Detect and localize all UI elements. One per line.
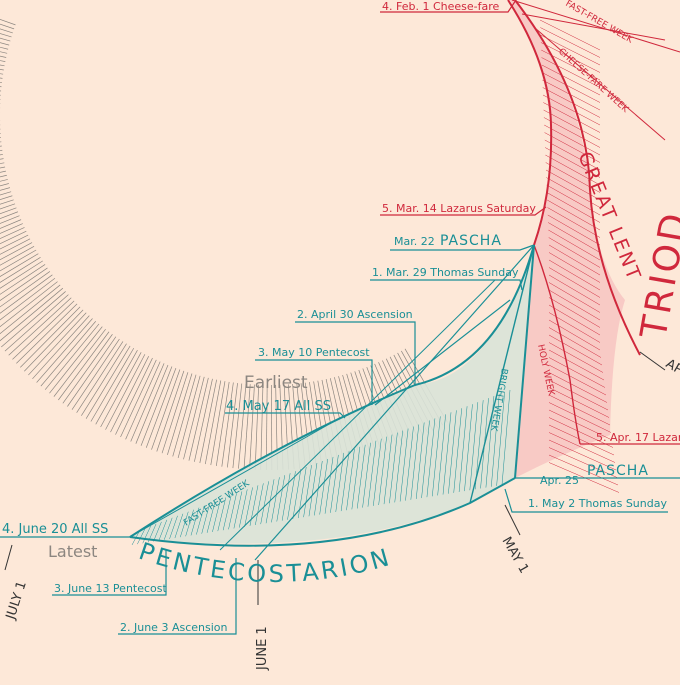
year-wheel-tick (0, 246, 34, 287)
label-april-partial: AP (663, 356, 680, 377)
year-wheel-tick (0, 154, 3, 166)
year-wheel-tick (121, 360, 157, 437)
label-all-saints-early: 4. May 17 All SS (226, 399, 331, 414)
year-wheel-tick (0, 0, 15, 25)
label-pentecost-late: 3. June 13 Pentecost (54, 582, 168, 595)
year-wheel-tick (0, 278, 55, 329)
year-wheel-tick (0, 268, 47, 316)
year-wheel-tick (0, 285, 60, 338)
label-lazarus-late: 5. Apr. 17 Lazarus (596, 431, 680, 444)
label-ascension-late: 2. June 3 Ascension (120, 621, 227, 634)
label-pascha-late-date: Apr. 25 (540, 474, 579, 487)
label-all-saints-late: 4. June 20 All SS (2, 522, 108, 537)
year-wheel-tick (101, 352, 142, 427)
label-pascha-early: PASCHA (440, 233, 502, 249)
year-wheel-tick (86, 346, 130, 419)
year-wheel-tick (151, 370, 179, 450)
label-pascha-early-date: Mar. 22 (394, 235, 435, 248)
label-earliest: Earliest (244, 373, 308, 393)
label-latest: Latest (48, 542, 97, 561)
year-wheel-tick (0, 159, 4, 173)
year-wheel-tick (0, 261, 43, 307)
label-lazarus-early: 5. Mar. 14 Lazarus Saturday (382, 202, 536, 215)
may-tick (505, 505, 520, 535)
year-wheel-tick (162, 372, 188, 453)
year-wheel-tick (0, 29, 8, 50)
year-wheel-tick (0, 133, 1, 139)
year-wheel-tick (126, 362, 161, 440)
year-wheel-tick (178, 376, 200, 458)
year-wheel-tick (255, 385, 259, 470)
label-july-1: JULY 1 (3, 579, 30, 622)
year-wheel-tick (0, 89, 1, 95)
label-cheese-fare: 4. Feb. 1 Cheese-fare (382, 0, 500, 13)
label-ascension-early: 2. April 30 Ascension (297, 308, 413, 321)
year-wheel-tick (0, 264, 45, 311)
label-thomas-late: 1. May 2 Thomas Sunday (528, 497, 667, 510)
year-wheel-tick (0, 61, 3, 74)
year-wheel-tick (184, 377, 205, 459)
april-tick (640, 352, 665, 370)
year-wheel-tick (222, 383, 234, 467)
year-wheel-tick (106, 354, 145, 429)
year-wheel-tick (0, 56, 4, 70)
july-tick (5, 545, 12, 570)
year-wheel-tick (0, 150, 2, 161)
year-wheel-tick (194, 379, 212, 462)
year-wheel-tick (250, 385, 255, 470)
year-wheel-tick (233, 384, 242, 469)
year-wheel-tick (0, 282, 58, 334)
label-may-1: MAY 1 (499, 535, 532, 577)
label-thomas-early: 1. Mar. 29 Thomas Sunday (372, 266, 519, 279)
label-june-1: JUNE 1 (255, 626, 270, 671)
pentecostarion-wedge (130, 245, 534, 560)
year-wheel-tick (96, 350, 138, 424)
year-wheel-tick (0, 138, 1, 145)
year-wheel-tick (0, 2, 14, 29)
label-pascha-late: PASCHA (587, 463, 649, 479)
year-wheel-tick (0, 257, 41, 302)
year-wheel-tick (200, 380, 217, 463)
year-wheel-tick (0, 83, 1, 91)
year-wheel-tick (167, 373, 192, 454)
year-wheel-tick (227, 383, 237, 467)
year-wheel-tick (0, 163, 4, 178)
label-pentecost-early: 3. May 10 Pentecost (258, 346, 370, 359)
year-wheel-tick (0, 67, 2, 79)
year-wheel-tick (110, 356, 148, 432)
